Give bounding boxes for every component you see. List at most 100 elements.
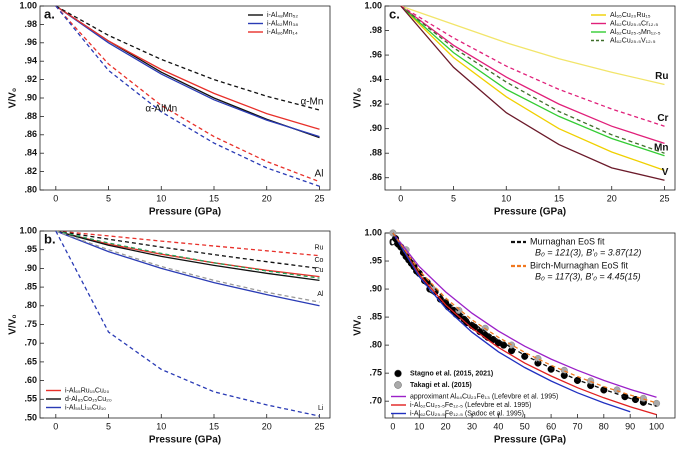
curve bbox=[392, 232, 657, 407]
curve bbox=[400, 5, 665, 86]
y-tick-label: .88 bbox=[24, 111, 37, 121]
legend-note: B₀ = 117(3), B′₀ = 4.45(15) bbox=[535, 271, 641, 281]
y-tick-label: .80 bbox=[24, 184, 37, 194]
x-tick-label: 0 bbox=[390, 421, 395, 431]
legend-note: B₀ = 121(3), B′₀ = 3.87(12) bbox=[535, 247, 641, 257]
curve-label: Co bbox=[315, 257, 324, 264]
x-tick-label: 15 bbox=[209, 193, 219, 203]
legend-label: i-Al₆₂Cu₂₅.₅Fe₁₂.₅ (Sadoc et al. 1995) bbox=[410, 410, 524, 417]
x-axis-label: Pressure (GPa) bbox=[149, 435, 221, 446]
data-point bbox=[613, 386, 621, 394]
y-tick-label: .70 bbox=[369, 396, 382, 406]
y-tick-label: .85 bbox=[24, 281, 37, 291]
x-tick-label: 0 bbox=[398, 193, 403, 203]
x-axis-label: Pressure (GPa) bbox=[149, 207, 221, 218]
y-tick-label: .80 bbox=[24, 300, 37, 310]
curve bbox=[400, 5, 665, 127]
y-tick-label: .88 bbox=[369, 148, 382, 158]
y-tick-label: .95 bbox=[24, 244, 37, 254]
y-tick-label: .80 bbox=[369, 339, 382, 349]
curve bbox=[392, 232, 631, 413]
y-tick-label: .92 bbox=[369, 99, 382, 109]
curve bbox=[55, 230, 320, 257]
legend-label: approximant Al₆₄Cu₂₃Fe₁₃ (Lefevbre et al… bbox=[410, 393, 558, 400]
data-point bbox=[639, 394, 647, 402]
curve bbox=[392, 232, 657, 404]
plot-frame bbox=[384, 5, 676, 191]
panel-letter: a. bbox=[44, 6, 55, 21]
x-tick-label: 60 bbox=[546, 421, 556, 431]
panel: 0 5 10 15 20 25 .80 .82 .84 .86 .88 .90 .92 .94 .96 .98… bbox=[8, 0, 331, 218]
y-axis-label: V/V₀ bbox=[8, 314, 19, 335]
curve bbox=[55, 230, 320, 278]
x-tick-label: 20 bbox=[262, 421, 272, 431]
y-axis-label: V/V₀ bbox=[8, 88, 19, 109]
x-tick-label: 25 bbox=[314, 193, 324, 203]
y-tick-label: .98 bbox=[24, 19, 37, 29]
legend-label: i-Al₅₅Li₃₅Cu₁₀ bbox=[65, 404, 106, 411]
x-tick-label: 5 bbox=[106, 193, 111, 203]
x-tick-label: 100 bbox=[649, 421, 664, 431]
y-tick-label: .98 bbox=[369, 25, 382, 35]
curve bbox=[55, 230, 320, 307]
curve-label: Ru bbox=[655, 71, 668, 82]
x-tick-label: 5 bbox=[451, 193, 456, 203]
y-tick-label: 1.00 bbox=[19, 225, 37, 235]
y-tick-label: .90 bbox=[369, 283, 382, 293]
y-tick-label: .70 bbox=[24, 338, 37, 348]
legend-label: Al₆₂Cu₂₅.₅Cr₁₂.₅ bbox=[610, 20, 658, 27]
curve-label: Mn bbox=[654, 142, 668, 153]
curve bbox=[392, 232, 657, 416]
x-tick-label: 25 bbox=[659, 193, 669, 203]
y-axis-label: V/V₀ bbox=[353, 315, 364, 336]
panel: 0 5 10 15 20 25 .86 .88 .90 .92 .94 .96 .98 1.00 Press… bbox=[353, 0, 676, 218]
y-tick-label: .92 bbox=[24, 74, 37, 84]
data-point bbox=[547, 365, 555, 373]
legend-label: i-Al₈₆Mn₁₄ bbox=[267, 29, 298, 36]
legend-marker bbox=[394, 369, 402, 378]
data-point bbox=[455, 306, 463, 314]
y-tick-label: .85 bbox=[369, 311, 382, 321]
y-tick-label: .65 bbox=[24, 356, 37, 366]
y-tick-label: .50 bbox=[24, 412, 37, 422]
legend-label: i-Al₆₅Ru₁₅Cu₂₀ bbox=[65, 387, 110, 394]
y-tick-label: 1.00 bbox=[19, 0, 37, 10]
x-tick-label: 20 bbox=[441, 421, 451, 431]
y-tick-label: .94 bbox=[369, 74, 382, 84]
curve bbox=[55, 230, 320, 417]
y-tick-label: .90 bbox=[24, 92, 37, 102]
x-tick-label: 20 bbox=[607, 193, 617, 203]
x-tick-label: 10 bbox=[501, 193, 511, 203]
data-point bbox=[652, 399, 661, 407]
x-tick-label: 70 bbox=[572, 421, 582, 431]
panel: 0 5 10 15 20 25 .50 .55 .60 .65 .70 .75 .80 .85 .90 .95… bbox=[8, 225, 331, 446]
legend-label: Stagno et al. (2015, 2021) bbox=[410, 370, 493, 377]
y-tick-label: .55 bbox=[24, 394, 37, 404]
legend-label: i-Al₆₂Mn₃₈ bbox=[267, 20, 298, 27]
curve bbox=[55, 5, 320, 111]
x-tick-label: 80 bbox=[599, 421, 609, 431]
curve bbox=[400, 5, 665, 157]
legend-label: d-Al₆₅Co₁₅Cu₂₀ bbox=[65, 396, 112, 403]
y-axis-label: V/V₀ bbox=[353, 88, 364, 109]
y-tick-label: 1.00 bbox=[364, 227, 382, 237]
y-tick-label: .82 bbox=[24, 166, 37, 176]
curve-label: Cu bbox=[315, 267, 324, 274]
curve bbox=[55, 230, 320, 279]
curve bbox=[392, 232, 657, 398]
x-tick-label: 0 bbox=[53, 193, 58, 203]
curve bbox=[400, 5, 665, 145]
x-tick-label: 90 bbox=[625, 421, 635, 431]
panel: 0 10 20 30 40 50 60 70 80 90 100 .70 .75 .80 .85 .90 .95… bbox=[353, 227, 676, 446]
y-tick-label: .86 bbox=[369, 172, 382, 182]
curve bbox=[55, 230, 320, 282]
curve-label: Al bbox=[315, 168, 324, 179]
x-tick-label: 30 bbox=[467, 421, 477, 431]
legend-label: i-Al₄₈Mn₅₂ bbox=[267, 12, 298, 19]
x-tick-label: 40 bbox=[493, 421, 503, 431]
x-tick-label: 25 bbox=[314, 421, 324, 431]
x-tick-label: 10 bbox=[156, 421, 166, 431]
plot-frame bbox=[384, 232, 676, 419]
panel-letter: b. bbox=[44, 231, 56, 246]
curve-label: Ru bbox=[315, 245, 324, 252]
